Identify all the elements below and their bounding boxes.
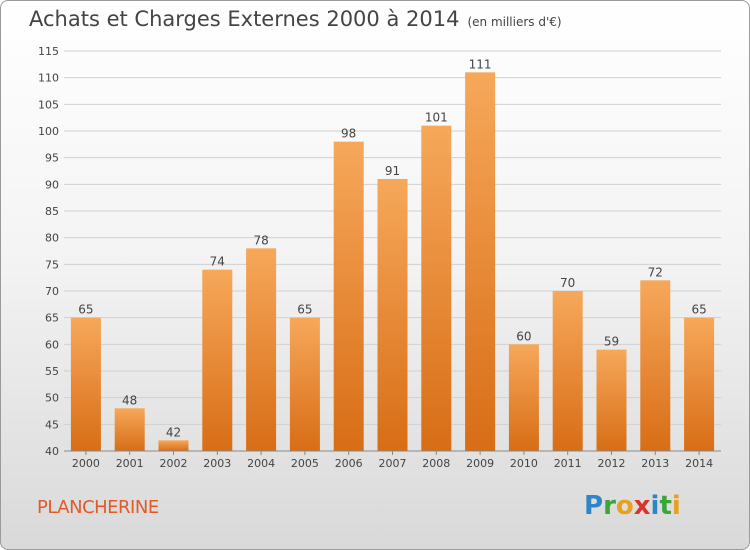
value-label: 48 [122, 393, 137, 407]
y-tick-label: 60 [45, 338, 59, 351]
value-label: 111 [469, 57, 492, 71]
x-tick-label: 2006 [335, 457, 363, 470]
x-tick-label: 2008 [422, 457, 450, 470]
y-tick-label: 40 [45, 445, 59, 458]
y-axis-ticks: 40 45 50 55 60 65 70 75 80 85 90 95 100 105 110 115 [38, 45, 59, 458]
bar-2014 [684, 317, 715, 451]
value-labels: 65 48 42 74 78 65 98 91 101 111 60 70 59 72 65 [78, 57, 706, 439]
value-label: 65 [297, 303, 312, 317]
x-tick-label: 2000 [72, 457, 100, 470]
proxiti-logo: Proxiti [584, 491, 681, 521]
logo-letter: r [603, 491, 616, 521]
y-tick-label: 55 [45, 365, 59, 378]
y-tick-label: 105 [38, 98, 59, 111]
value-label: 65 [78, 303, 93, 317]
x-axis-ticks: 2000 2001 2002 2003 2004 2005 2006 2007 2008 2009… [72, 451, 713, 470]
y-tick-label: 50 [45, 392, 59, 405]
bar-2001 [114, 408, 145, 451]
y-tick-label: 65 [45, 312, 59, 325]
bar-2005 [289, 317, 320, 451]
bar-2000 [70, 317, 101, 451]
title-text: Achats et Charges Externes 2000 à 2014 [29, 7, 460, 31]
bar-2007 [377, 179, 408, 451]
value-label: 42 [166, 425, 181, 439]
logo-letter: x [633, 491, 651, 521]
bar-2006 [333, 141, 364, 451]
bar-2009 [465, 72, 496, 451]
y-tick-label: 115 [38, 45, 59, 58]
x-tick-label: 2007 [379, 457, 407, 470]
bar-2004 [246, 248, 277, 451]
x-tick-label: 2012 [598, 457, 626, 470]
y-tick-label: 85 [45, 205, 59, 218]
x-tick-label: 2005 [291, 457, 319, 470]
y-tick-label: 100 [38, 125, 59, 138]
x-tick-label: 2010 [510, 457, 538, 470]
y-tick-label: 45 [45, 418, 59, 431]
value-label: 101 [425, 111, 448, 125]
x-tick-label: 2013 [641, 457, 669, 470]
value-label: 74 [210, 255, 225, 269]
x-tick-label: 2009 [466, 457, 494, 470]
bar-2003 [202, 269, 233, 451]
x-tick-label: 2003 [203, 457, 231, 470]
y-tick-label: 110 [38, 72, 59, 85]
chart-title: Achats et Charges Externes 2000 à 2014 (e… [29, 7, 562, 31]
logo-letter: o [615, 491, 634, 521]
town-name: PLANCHERINE [37, 497, 159, 518]
bars [70, 72, 715, 452]
value-label: 98 [341, 127, 356, 141]
value-label: 65 [691, 303, 706, 317]
logo-letter: i [650, 491, 660, 521]
y-tick-label: 80 [45, 232, 59, 245]
logo-letter: P [584, 491, 604, 521]
subtitle-text: (en milliers d'€) [467, 15, 562, 29]
bar-2002 [158, 440, 189, 451]
x-tick-label: 2011 [554, 457, 582, 470]
logo-letter: t [659, 491, 672, 521]
y-tick-label: 95 [45, 152, 59, 165]
bar-2008 [421, 125, 452, 452]
x-tick-label: 2001 [116, 457, 144, 470]
x-tick-label: 2004 [247, 457, 275, 470]
logo-letter: i [671, 491, 681, 521]
value-label: 59 [604, 335, 619, 349]
value-label: 60 [516, 329, 531, 343]
bar-2011 [552, 291, 583, 451]
value-label: 70 [560, 276, 575, 290]
value-label: 78 [253, 233, 268, 247]
x-tick-label: 2002 [160, 457, 188, 470]
y-tick-label: 75 [45, 258, 59, 271]
bar-2012 [596, 349, 627, 451]
y-tick-label: 70 [45, 285, 59, 298]
bar-2010 [508, 344, 539, 451]
y-tick-label: 90 [45, 178, 59, 191]
value-label: 72 [648, 265, 663, 279]
bar-2013 [640, 280, 671, 451]
value-label: 91 [385, 164, 400, 178]
x-tick-label: 2014 [685, 457, 713, 470]
